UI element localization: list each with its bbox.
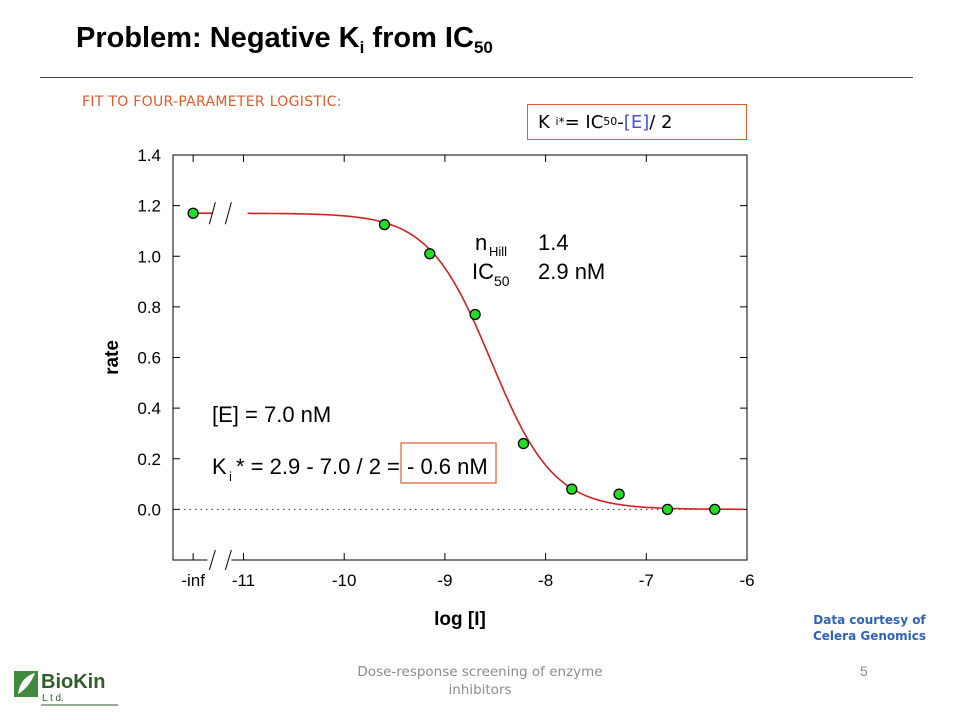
- data-point: [709, 503, 721, 516]
- axis-break-mark: [208, 549, 216, 571]
- data-point: [661, 503, 674, 516]
- data-point: [566, 483, 578, 495]
- y-tick-label: 1.2: [137, 197, 161, 216]
- page-number: 5: [860, 663, 868, 679]
- plot-frame: [172, 154, 748, 561]
- biokin-logo: BioKin L t d.: [14, 671, 118, 706]
- data-point: [613, 488, 625, 500]
- y-tick-label: 0.2: [137, 450, 161, 469]
- y-tick-label: 0.8: [137, 298, 161, 317]
- x-tick-label: -inf: [181, 571, 205, 590]
- annotation-ic50-ic: IC: [472, 259, 494, 284]
- annotation-nhill-sub: Hill: [489, 244, 507, 259]
- annotation-nhill-value: 1.4: [538, 230, 569, 255]
- annotation-nhill-n: n: [475, 230, 487, 255]
- annotation-ic50-sub: 50: [494, 273, 510, 289]
- formula-k: K: [538, 111, 550, 133]
- annotation-ki-rest: * = 2.9 - 7.0 / 2 =: [236, 454, 400, 479]
- y-tick-label: 0.0: [137, 500, 161, 519]
- ki-formula-box: K i * = IC 50 - [E] / 2: [527, 104, 747, 140]
- y-tick-label: 1.0: [137, 247, 161, 266]
- footer-line-1: Dose-response screening of enzyme: [357, 664, 603, 680]
- curve-break-mark: [208, 202, 216, 225]
- fit-curve: [247, 212, 744, 511]
- x-tick-label: -7: [639, 571, 654, 590]
- page-title: Problem: Negative Ki from IC50: [76, 22, 493, 57]
- title-from: from IC: [364, 22, 474, 54]
- formula-enzyme: [E]: [623, 111, 650, 133]
- x-tick-label: -8: [538, 571, 553, 590]
- annotation-ki-result: - 0.6 nM: [407, 454, 488, 479]
- data-point: [469, 308, 481, 321]
- axis-break-gap: [207, 550, 232, 570]
- x-tick-label: -10: [332, 571, 357, 590]
- fit-method-label: FIT TO FOUR-PARAMETER LOGISTIC:: [82, 94, 342, 110]
- x-tick-label: -9: [437, 571, 452, 590]
- title-divider: [40, 77, 913, 78]
- curve-break-mark: [224, 202, 232, 225]
- y-tick-label: 0.4: [137, 399, 161, 418]
- data-credit: Data courtesy of Celera Genomics: [813, 612, 926, 644]
- x-tick-label: -11: [232, 571, 255, 590]
- data-point: [424, 248, 436, 260]
- annotation-ki-k: K: [212, 454, 227, 479]
- credit-line-2: Celera Genomics: [812, 629, 926, 643]
- annotation-ki-i: i: [229, 469, 232, 484]
- ki-result-highlight-box: [400, 442, 497, 484]
- credit-line-1: Data courtesy of: [813, 613, 926, 627]
- y-tick-label: 1.4: [137, 146, 161, 165]
- logo-name: BioKin: [41, 671, 105, 693]
- title-subscript-50: 50: [473, 38, 493, 57]
- axis-break-mark: [224, 549, 232, 571]
- title-main: Problem: Negative K: [76, 22, 360, 54]
- data-point: [517, 437, 530, 450]
- y-axis-title: rate: [102, 340, 123, 375]
- data-point: [378, 218, 391, 231]
- x-axis-title: log [I]: [434, 609, 486, 630]
- title-subscript-i: i: [359, 38, 365, 57]
- logo-subtitle: L t d.: [42, 693, 64, 704]
- annotation-enzyme: [E] = 7.0 nM: [212, 402, 331, 427]
- footer-caption: Dose-response screening of enzyme inhibi…: [330, 663, 630, 699]
- footer-line-2: inhibitors: [448, 682, 512, 698]
- formula-minus: -: [617, 111, 624, 133]
- annotation-ic50-value: 2.9 nM: [538, 259, 605, 284]
- logo-leaf-icon: [18, 673, 35, 694]
- formula-div: / 2: [649, 111, 673, 133]
- x-tick-label: -6: [739, 571, 754, 590]
- formula-eq: = IC: [564, 111, 604, 133]
- y-tick-label: 0.6: [137, 349, 161, 368]
- data-point: [187, 207, 199, 219]
